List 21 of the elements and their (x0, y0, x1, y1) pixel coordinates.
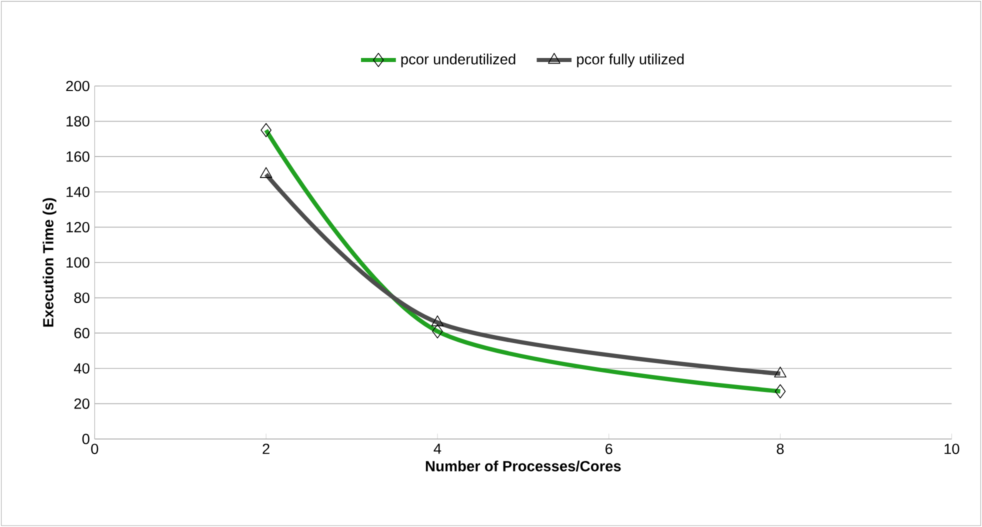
y-axis-title: Execution Time (s) (42, 198, 56, 327)
x-tick-label: 2 (262, 444, 270, 454)
legend-label: pcor underutilized (401, 54, 516, 68)
y-tick-label: 0 (82, 434, 90, 444)
y-tick-label: 180 (66, 116, 90, 126)
y-tick-label: 200 (66, 80, 90, 92)
legend-label: pcor fully utilized (577, 54, 684, 68)
x-tick-label: 8 (776, 444, 784, 454)
y-tick-label: 120 (66, 222, 90, 232)
y-tick-label: 40 (74, 363, 90, 374)
y-tick-label: 140 (66, 186, 90, 198)
x-axis-title: Number of Processes/Cores (426, 460, 621, 472)
x-tick-label: 6 (606, 444, 612, 454)
x-tick-label: 0 (91, 444, 98, 454)
x-tick-label: 4 (434, 444, 442, 454)
y-tick-label: 80 (74, 292, 90, 303)
y-tick-label: 60 (74, 328, 90, 338)
y-tick-label: 160 (66, 151, 90, 162)
y-tick-label: 100 (66, 257, 90, 268)
x-tick-label: 10 (944, 444, 960, 454)
y-tick-label: 20 (74, 398, 90, 409)
